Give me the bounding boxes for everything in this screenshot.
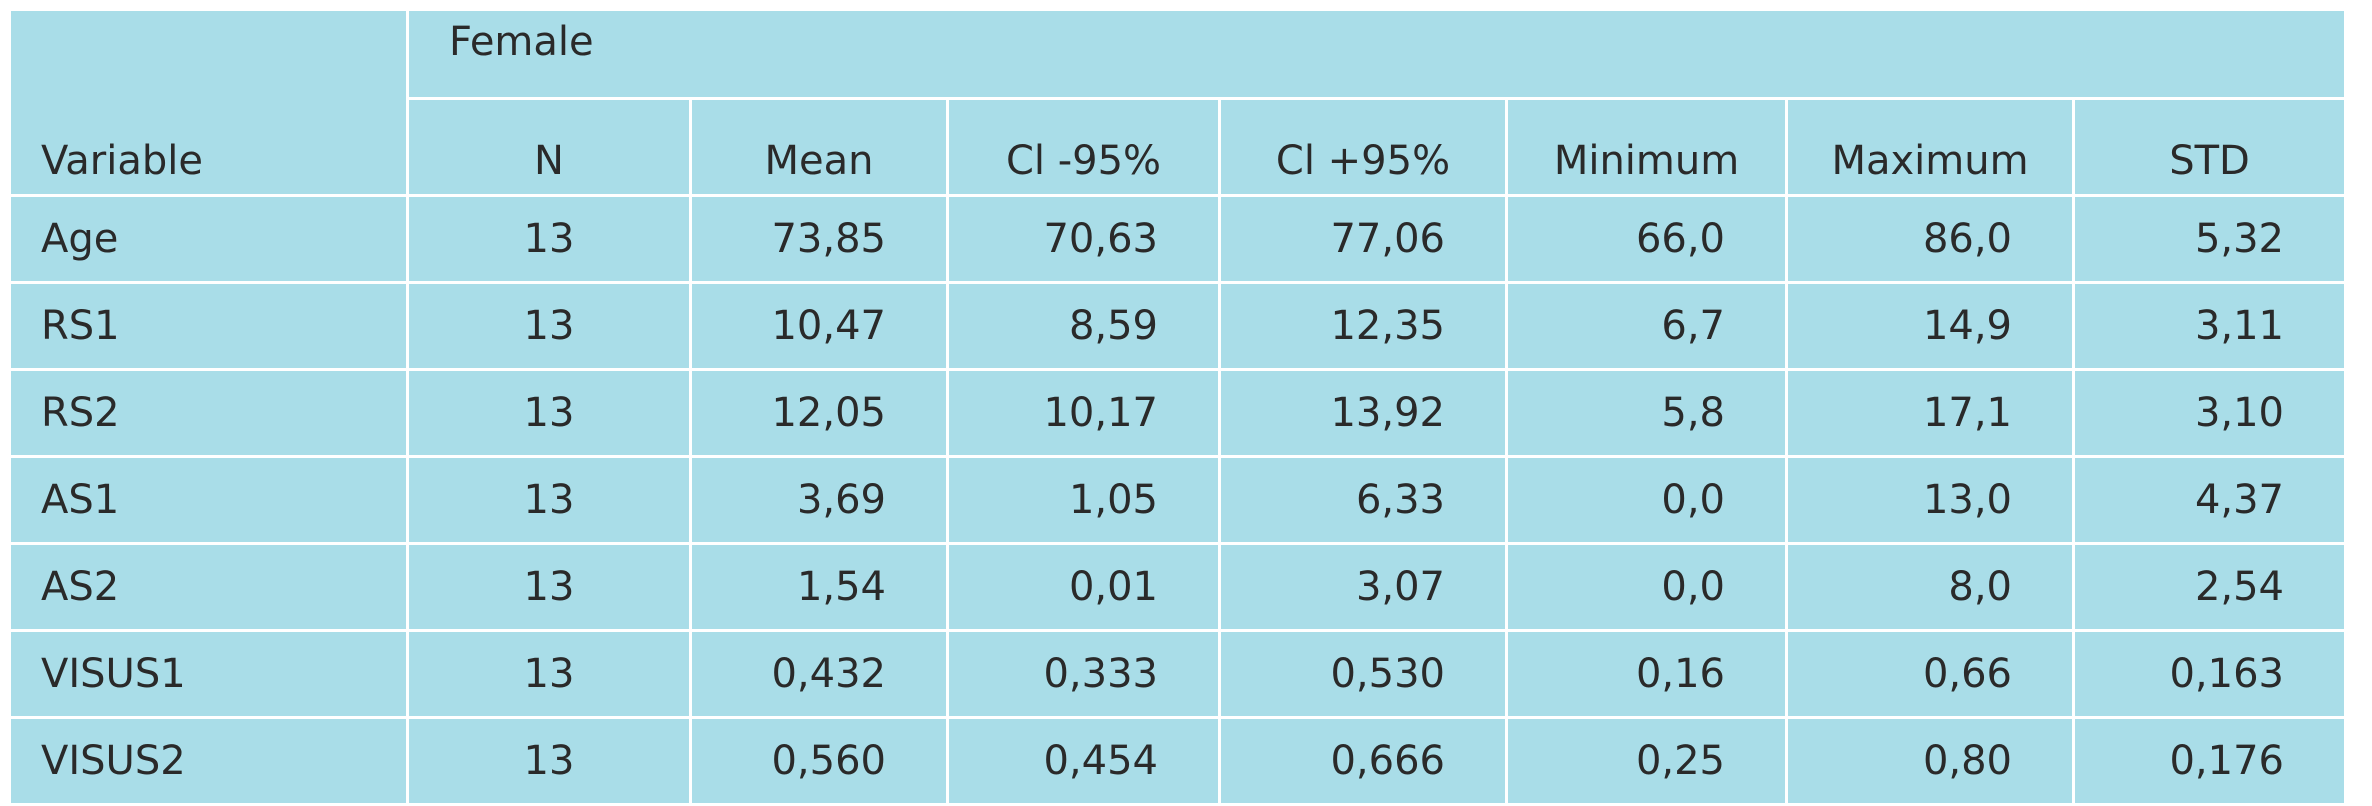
cell: 13 (406, 542, 692, 632)
cell: 13 (406, 455, 692, 545)
cell: 13 (406, 368, 692, 458)
cell: 3,69 (689, 455, 949, 545)
cell: 3,10 (2072, 368, 2347, 458)
data-row: RS2 13 12,05 10,17 13,92 5,8 17,1 3,10 (8, 368, 2347, 458)
cell: 70,63 (946, 194, 1221, 284)
cell: 3,11 (2072, 281, 2347, 371)
cell: 0,16 (1505, 629, 1788, 719)
cell: 0,560 (689, 716, 949, 806)
column-header: STD (2072, 97, 2347, 197)
row-label: RS1 (8, 281, 409, 371)
cell: 5,8 (1505, 368, 1788, 458)
cell: 0,80 (1785, 716, 2075, 806)
column-header: Variable (8, 8, 409, 197)
cell: 0,01 (946, 542, 1221, 632)
group-header-row: Variable Female (8, 8, 2347, 197)
cell: 0,666 (1218, 716, 1508, 806)
cell: 3,07 (1218, 542, 1508, 632)
cell: 0,333 (946, 629, 1221, 719)
cell: 2,54 (2072, 542, 2347, 632)
cell: 0,176 (2072, 716, 2347, 806)
cell: 6,7 (1505, 281, 1788, 371)
row-label: AS2 (8, 542, 409, 632)
cell: 6,33 (1218, 455, 1508, 545)
cell: 1,05 (946, 455, 1221, 545)
stats-table: Variable Female N Mean Cl -95% Cl +95% Minimum… (8, 8, 2347, 806)
header-row: N Mean Cl -95% Cl +95% Minimum Maximum STD (10, 97, 2347, 197)
data-row: Age 13 73,85 70,63 77,06 66,0 86,0 5,32 (8, 194, 2347, 284)
cell: 0,432 (689, 629, 949, 719)
row-label: RS2 (8, 368, 409, 458)
group-header: Female (406, 8, 2347, 100)
column-header: Cl +95% (1218, 97, 1508, 197)
cell: 1,54 (689, 542, 949, 632)
cell: 66,0 (1505, 194, 1788, 284)
data-row: AS1 13 3,69 1,05 6,33 0,0 13,0 4,37 (8, 455, 2347, 545)
cell: 13 (406, 629, 692, 719)
cell: 0,163 (2072, 629, 2347, 719)
data-row: VISUS1 13 0,432 0,333 0,530 0,16 0,66 0,163 (8, 629, 2347, 719)
data-row: RS1 13 10,47 8,59 12,35 6,7 14,9 3,11 (8, 281, 2347, 371)
cell: 12,35 (1218, 281, 1508, 371)
cell: 13 (406, 281, 692, 371)
cell: 13,92 (1218, 368, 1508, 458)
cell: 0,0 (1505, 455, 1788, 545)
cell: 0,25 (1505, 716, 1788, 806)
cell: 13,0 (1785, 455, 2075, 545)
cell: 4,37 (2072, 455, 2347, 545)
row-label: VISUS1 (8, 629, 409, 719)
cell: 0,530 (1218, 629, 1508, 719)
column-header: Maximum (1785, 97, 2075, 197)
cell: 13 (406, 716, 692, 806)
cell: 10,17 (946, 368, 1221, 458)
cell: 12,05 (689, 368, 949, 458)
cell: 17,1 (1785, 368, 2075, 458)
cell: 86,0 (1785, 194, 2075, 284)
column-header: N (406, 97, 692, 197)
cell: 0,66 (1785, 629, 2075, 719)
cell: 10,47 (689, 281, 949, 371)
cell: 8,59 (946, 281, 1221, 371)
cell: 77,06 (1218, 194, 1508, 284)
cell: 13 (406, 194, 692, 284)
cell: 5,32 (2072, 194, 2347, 284)
column-header: Mean (689, 97, 949, 197)
data-row: VISUS2 13 0,560 0,454 0,666 0,25 0,80 0,176 (8, 716, 2347, 806)
row-label: VISUS2 (8, 716, 409, 806)
column-header: Cl -95% (946, 97, 1221, 197)
table-body: Variable Female N Mean Cl -95% Cl +95% Minimum… (8, 8, 2347, 806)
column-header: Minimum (1505, 97, 1788, 197)
cell: 73,85 (689, 194, 949, 284)
row-label: Age (8, 194, 409, 284)
row-label: AS1 (8, 455, 409, 545)
cell: 8,0 (1785, 542, 2075, 632)
cell: 14,9 (1785, 281, 2075, 371)
cell: 0,0 (1505, 542, 1788, 632)
data-row: AS2 13 1,54 0,01 3,07 0,0 8,0 2,54 (8, 542, 2347, 632)
cell: 0,454 (946, 716, 1221, 806)
